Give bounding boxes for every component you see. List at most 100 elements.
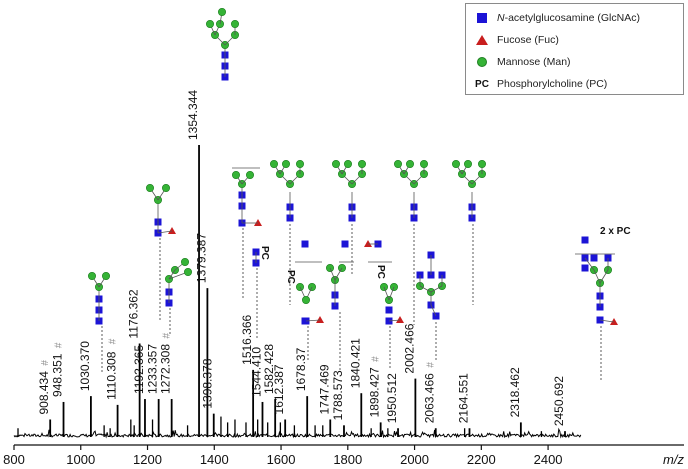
legend-label-prefix: N [497, 12, 505, 24]
connector-layer [101, 224, 602, 380]
mannose-circle-icon [419, 160, 428, 169]
sulfate-hash-marker: # [371, 356, 382, 362]
glycan-bond [388, 319, 401, 322]
legend-label-pc: Phosphorylcholine (PC) [497, 78, 608, 90]
glcnac-square-icon [590, 254, 598, 262]
glycan-bond [334, 267, 343, 281]
glcnac-square-icon [581, 264, 589, 272]
mannose-circle-icon [357, 160, 366, 169]
glcnac-square-icon [341, 240, 349, 248]
sulfate-hash-marker: # [54, 342, 65, 348]
mannose-circle-icon [393, 160, 402, 169]
mannose-circle-icon [405, 160, 414, 169]
glycan-bond [593, 269, 601, 284]
peak-label-1176.362: 1176.362 [127, 289, 141, 338]
peak-label-1354.344: 1354.344 [186, 90, 200, 140]
glycan-bond [157, 230, 173, 234]
x-tick-label: 1400 [200, 452, 229, 467]
mannose-circle-icon [181, 257, 190, 266]
peak-label-1788.573: 1788.573 [331, 370, 345, 420]
peak-layer [13, 145, 582, 439]
peak-label-2450.692: 2450.692 [552, 376, 566, 426]
glycan-bond [430, 285, 443, 293]
peak-label-1612.387: 1612.387 [272, 364, 286, 414]
x-tick-label: 1200 [133, 452, 162, 467]
peak-label-1678.37: 1678.37 [294, 347, 308, 391]
glcnac-square-icon [477, 13, 487, 23]
fucose-triangle-icon [610, 318, 618, 325]
peak-label-1516.366: 1516.366 [240, 314, 254, 364]
x-tick-label: 2400 [534, 452, 563, 467]
peak-label-1544.410: 1544.410 [249, 347, 263, 397]
legend-label-glcnac: -acetylglucosamine (GlcNAc) [504, 12, 640, 24]
glcnac-square-icon [581, 236, 589, 244]
x-tick-label: 2000 [400, 452, 429, 467]
mannose-circle-icon [295, 160, 304, 169]
peak-label-layer: 908.434# 948.351# 1030.370 1110.308#1176.36… [37, 90, 566, 427]
mannose-circle-icon [102, 271, 111, 280]
glycan-bond [168, 269, 176, 280]
mannose-circle-icon [218, 8, 227, 17]
legend-item-fucose: Fucose (Fuc) [474, 32, 559, 48]
pc-label: PC [375, 265, 386, 279]
mannose-circle-icon [206, 19, 215, 28]
x-tick-label: 1800 [333, 452, 362, 467]
peak-label-2063.466: 2063.466 [423, 373, 437, 423]
pc-symbol-icon: PC [475, 78, 489, 90]
peak-label-1110.308: 1110.308 [105, 351, 119, 400]
mannose-circle-icon [232, 171, 241, 180]
sulfate-hash-marker: # [40, 360, 51, 366]
sulfate-hash-marker: # [108, 338, 119, 344]
peak-label-1233.357: 1233.357 [146, 344, 160, 394]
fucose-triangle-icon [476, 35, 488, 45]
peak-label-1747.469: 1747.469 [317, 364, 331, 414]
mannose-circle-icon [477, 160, 486, 169]
glycan-bond [383, 286, 390, 301]
baseline-trace [13, 427, 582, 439]
mannose-circle-icon [246, 171, 255, 180]
glcnac-square-icon [385, 306, 393, 314]
fucose-triangle-icon [364, 240, 372, 247]
mannose-circle-icon [463, 160, 472, 169]
peak-label-1898.427: 1898.427 [368, 367, 382, 417]
glycan-layer: PC PC PC 2 x PC [88, 8, 631, 325]
mannose-circle-icon [343, 160, 352, 169]
sulfate-hash-marker: # [162, 332, 173, 338]
mannose-circle-icon [146, 184, 155, 193]
peak-label-1840.421: 1840.421 [348, 338, 362, 388]
mannose-circle-icon [331, 160, 340, 169]
peak-label-1950.512: 1950.512 [385, 373, 399, 423]
mannose-circle-icon [451, 160, 460, 169]
mannose-circle-icon [269, 160, 278, 169]
peak-label-2318.462: 2318.462 [508, 367, 522, 417]
glycan-bond [305, 319, 321, 322]
peak-label-1030.370: 1030.370 [78, 341, 92, 391]
sulfate-hash-marker: # [426, 362, 437, 368]
fucose-triangle-icon [168, 227, 176, 234]
glycan-bond [599, 269, 609, 284]
glycan-bond [599, 319, 615, 323]
mannose-circle-icon [281, 160, 290, 169]
peak-label-1192.365: 1192.365 [132, 345, 146, 394]
x-tick-label: 1000 [66, 452, 95, 467]
legend-item-glcnac: N-acetylglucosamine (GlcNAc) [474, 10, 640, 26]
glcnac-square-icon [301, 240, 309, 248]
peak-label-1379.387: 1379.387 [194, 233, 208, 283]
x-axis-label: m/z [663, 452, 684, 467]
x-axis: 800 1000 1200 1400 1600 1800 2000 2200 2400 m/z [3, 444, 684, 467]
peak-label-1272.308: 1272.308 [159, 344, 173, 394]
legend: N-acetylglucosamine (GlcNAc) Fucose (Fuc… [465, 3, 684, 95]
legend-label-mannose: Mannose (Man) [497, 56, 571, 68]
peak-label-2002.466: 2002.466 [402, 323, 416, 373]
peak-label-1582.428: 1582.428 [262, 344, 276, 394]
glycan-bond [584, 257, 595, 271]
mannose-circle-icon [184, 267, 193, 276]
glycan-bond [419, 285, 432, 293]
legend-label-fucose: Fucose (Fuc) [497, 34, 559, 46]
glycan-bond [388, 286, 395, 301]
glycan-bond [430, 304, 437, 317]
mannose-circle-icon [88, 271, 97, 280]
fucose-triangle-icon [316, 316, 324, 323]
peak-label-948.351: 948.351 [51, 353, 65, 397]
